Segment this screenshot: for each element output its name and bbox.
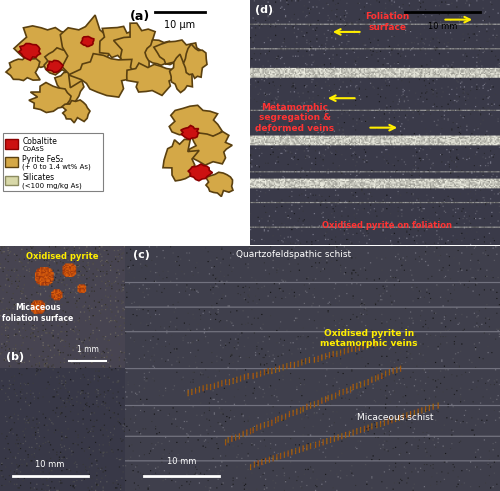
Polygon shape bbox=[181, 126, 198, 139]
Polygon shape bbox=[100, 27, 141, 61]
Polygon shape bbox=[29, 82, 71, 112]
Text: 10 mm: 10 mm bbox=[36, 460, 64, 469]
Text: Metamorphic
segregation &
deformed veins: Metamorphic segregation & deformed veins bbox=[256, 103, 334, 133]
Text: 1 mm: 1 mm bbox=[76, 345, 98, 354]
Text: Oxidised pyrite: Oxidised pyrite bbox=[26, 251, 99, 261]
Polygon shape bbox=[46, 60, 63, 72]
Polygon shape bbox=[170, 53, 194, 93]
Text: (b): (b) bbox=[6, 352, 25, 362]
Polygon shape bbox=[6, 56, 40, 81]
FancyBboxPatch shape bbox=[5, 157, 18, 167]
Text: Micaceous schist: Micaceous schist bbox=[357, 413, 433, 422]
Text: Cobaltite: Cobaltite bbox=[22, 136, 58, 146]
Polygon shape bbox=[114, 23, 158, 75]
Text: 10 mm: 10 mm bbox=[428, 22, 457, 31]
Polygon shape bbox=[190, 132, 232, 165]
Polygon shape bbox=[19, 44, 40, 60]
Text: Oxidised pyrite on foliation: Oxidised pyrite on foliation bbox=[322, 221, 452, 230]
Text: Foliation
surface: Foliation surface bbox=[366, 12, 410, 32]
Polygon shape bbox=[154, 40, 203, 66]
Polygon shape bbox=[68, 54, 134, 97]
Text: (d): (d) bbox=[255, 5, 273, 15]
Text: (c): (c) bbox=[132, 250, 150, 260]
FancyBboxPatch shape bbox=[2, 133, 102, 191]
Text: CoAsS: CoAsS bbox=[22, 145, 44, 152]
Polygon shape bbox=[44, 48, 82, 75]
Text: 10 mm: 10 mm bbox=[166, 458, 196, 466]
Text: Micaceous
foliation surface: Micaceous foliation surface bbox=[2, 303, 73, 323]
Polygon shape bbox=[163, 139, 199, 181]
Text: (<100 mg/kg As): (<100 mg/kg As) bbox=[22, 182, 82, 189]
Text: Quartzofeldspathic schist: Quartzofeldspathic schist bbox=[236, 250, 352, 259]
Text: Pyrite FeS₂: Pyrite FeS₂ bbox=[22, 155, 64, 164]
Polygon shape bbox=[169, 105, 222, 141]
Polygon shape bbox=[55, 66, 84, 107]
Polygon shape bbox=[60, 15, 110, 88]
Polygon shape bbox=[145, 40, 180, 65]
Text: Silicates: Silicates bbox=[22, 173, 54, 183]
Text: (a): (a) bbox=[130, 10, 150, 23]
Polygon shape bbox=[206, 172, 233, 196]
Polygon shape bbox=[14, 26, 74, 67]
Text: (+ 0 to 1.4 wt% As): (+ 0 to 1.4 wt% As) bbox=[22, 164, 91, 170]
FancyBboxPatch shape bbox=[5, 139, 18, 149]
Polygon shape bbox=[62, 100, 90, 123]
Polygon shape bbox=[81, 36, 94, 47]
Polygon shape bbox=[127, 63, 178, 95]
Polygon shape bbox=[188, 164, 212, 181]
Polygon shape bbox=[184, 44, 207, 79]
FancyBboxPatch shape bbox=[5, 176, 18, 186]
Text: 10 μm: 10 μm bbox=[164, 20, 196, 29]
Text: Oxidised pyrite in
metamorphic veins: Oxidised pyrite in metamorphic veins bbox=[320, 329, 418, 349]
